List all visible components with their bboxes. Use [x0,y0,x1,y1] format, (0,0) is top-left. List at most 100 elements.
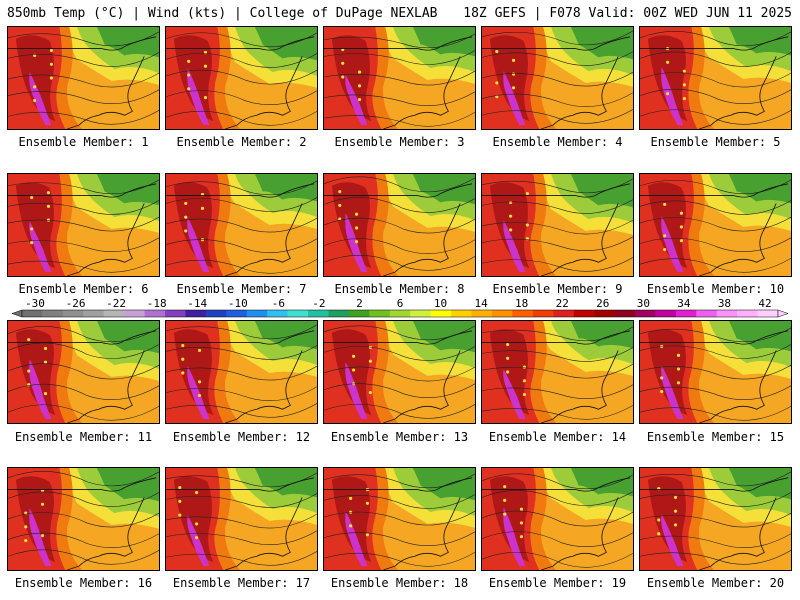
ensemble-map-panel [323,26,476,130]
border-line [166,330,315,345]
border-line [482,330,631,345]
colorbar-segment [655,310,677,317]
ensemble-map-panel [639,173,792,277]
ensemble-member-label: Ensemble Member: 18 [330,576,469,590]
ensemble-map-panel [7,26,160,130]
hot-spot [509,214,513,218]
dark-green-band [96,174,159,206]
contour-line [166,386,317,401]
colorbar-right-arrow [777,309,789,318]
ensemble-member-label: Ensemble Member: 9 [492,282,623,296]
extreme-streak [187,515,210,567]
ensemble-map-panel [323,467,476,571]
very-hot-core [173,35,214,122]
hot-spot [676,367,681,371]
hot-spot [349,524,353,528]
coastline [699,203,777,276]
ensemble-member-label: Ensemble Member: 16 [14,576,153,590]
contour-line [640,179,791,195]
contour-line [324,33,475,49]
hot-spot [512,72,516,76]
border-line [324,36,473,51]
contour-line [8,110,159,125]
hot-spot [200,206,205,210]
colorbar-segment [737,310,758,317]
hot-spot [195,522,199,526]
colorbar-segment [389,310,411,317]
hot-spot [495,49,499,54]
extreme-streak [29,221,52,273]
hot-spot [354,212,359,216]
temperature-colorbar: -30 -26 -22 -18 -14 -10 -6 -2 2 6 10 14 18 22 26 30 34 38… [11,297,789,318]
border-line [482,36,631,51]
ensemble-map-panel [165,320,318,424]
contour-line [324,494,475,509]
hot-spot [197,393,202,398]
ensemble-map-panel [639,26,792,130]
colorbar-segment [267,310,288,317]
very-hot-core [15,476,56,563]
contour-line [324,197,475,213]
hot-spot [43,392,48,396]
border-line [8,477,157,492]
border-line [324,330,473,345]
colorbar-left-arrow [11,309,23,318]
coastline [225,56,303,129]
contour-line [482,490,633,506]
run-info: 18Z GEFS | F078 Valid: 00Z WED JUN 11 20… [463,6,792,21]
coastline [225,350,303,423]
contour-line [482,326,633,342]
hot-spot [46,191,51,195]
contour-line [8,72,159,88]
colorbar-tick-label: 34 [677,297,691,310]
hot-spot [195,490,199,495]
extreme-streak [503,507,526,567]
ensemble-member-label: Ensemble Member: 3 [334,135,465,149]
contour-line [324,403,475,419]
colorbar-segment [22,310,43,317]
extreme-streak [345,362,368,420]
contour-line [482,384,633,399]
contour-line [324,366,475,382]
colorbar-tick-label: 30 [637,297,650,310]
contour-line [640,512,791,528]
hot-spot [357,98,362,102]
hot-spot [184,229,188,233]
ensemble-map-panel [481,173,634,277]
colorbar-segment [165,310,186,317]
contour-line [8,363,159,380]
colorbar-segment [532,310,554,317]
colorbar-segment [369,310,391,317]
contour-line [166,365,317,381]
contour-line [8,342,159,359]
dark-green-band [728,321,791,352]
ensemble-member-label: Ensemble Member: 14 [488,430,627,444]
extreme-streak [29,359,52,420]
hot-spot [368,391,372,395]
colorbar-segment [226,310,248,317]
extreme-streak [29,508,52,567]
colorbar-tick-label: -14 [187,297,207,310]
hot-spot [357,84,362,88]
contour-line [166,513,317,529]
colorbar-segment [594,310,615,317]
coastline [67,203,145,276]
dark-green-band [96,468,159,502]
ensemble-map-panel [639,320,792,424]
ensemble-member-label: Ensemble Member: 13 [330,430,469,444]
colorbar-tick-label: 2 [356,297,363,310]
ensemble-member-label: Ensemble Member: 7 [176,282,307,296]
contour-line [640,533,791,548]
contour-line [640,216,791,232]
contour-line [640,406,791,421]
hot-spot [43,360,48,364]
ensemble-member-label: Ensemble Member: 2 [176,135,307,149]
hot-spot [657,518,661,522]
contour-line [482,405,633,420]
hot-spot [40,534,45,538]
hot-spot [354,226,359,230]
contour-line [8,258,159,273]
contour-line [482,363,633,379]
extreme-streak [661,514,684,567]
contour-line [8,491,159,507]
